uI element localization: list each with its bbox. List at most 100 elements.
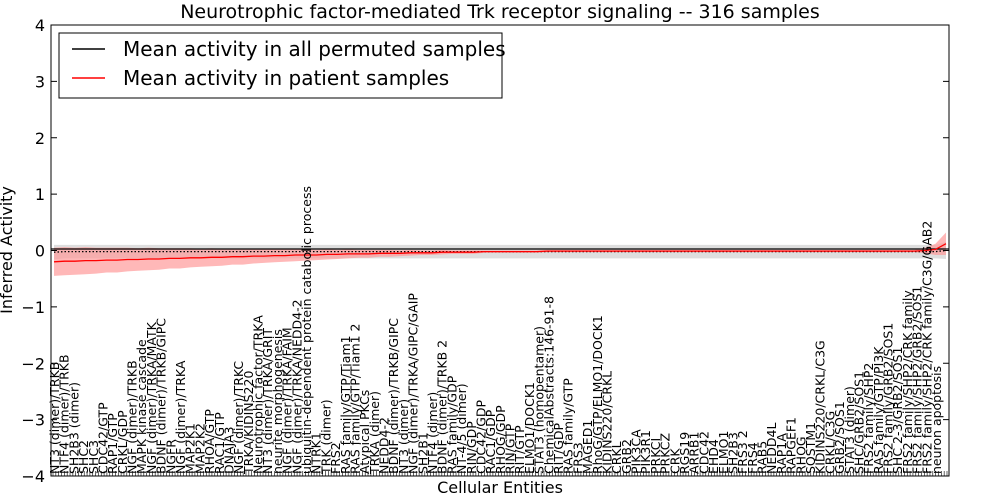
entity-label-56: RhoG/GTP/ELMO1/DOCK1 xyxy=(590,315,605,474)
y-axis-label: Inferred Activity xyxy=(0,186,16,314)
entity-label-8: NGF (dimer)/TRKB xyxy=(125,360,140,474)
entity-label-48: RIT/GTP xyxy=(512,425,527,474)
y-tick-label-4: 0 xyxy=(35,242,45,261)
entity-label-75: RAP1A xyxy=(774,433,789,474)
chart-title: Neurotrophic factor-mediated Trk recepto… xyxy=(180,1,820,23)
confidence-bands xyxy=(54,232,946,276)
entity-label-72: FRS4 xyxy=(745,442,760,474)
entity-label-21: Neurotrophic factor/TRKA xyxy=(251,315,266,474)
entity-label-55: MAGED1 xyxy=(580,420,595,474)
y-tick-label-6: 2 xyxy=(35,129,45,148)
entity-label-29: FRS2 xyxy=(328,442,343,474)
entity-label-4: SHC3 xyxy=(86,440,101,474)
y-tick-label-2: −2 xyxy=(21,354,45,373)
entity-label-89: FRS2 family/SHP2/GRB2/SOS1 xyxy=(910,286,925,474)
entity-label-11: BDNF (dimer)/TRKB/GIPC xyxy=(154,318,169,474)
entity-label-39: NTF4 (dimer) xyxy=(425,392,440,474)
entity-label-41: RAS family/GDP xyxy=(444,375,459,474)
series-lines xyxy=(53,243,947,263)
entity-label-81: GRB2/SOS1 xyxy=(832,401,847,474)
entity-label-64: CRK xyxy=(667,448,682,474)
entity-label-16: RHOA/GTP xyxy=(202,409,217,474)
entity-label-67: CDC42 xyxy=(696,431,711,474)
entity-label-53: RAS family/GTP xyxy=(561,378,576,474)
entity-label-77: RHOG xyxy=(793,436,808,474)
entity-label-7: CRKL/GDP xyxy=(115,410,130,474)
entity-label-28: TRK (dimer) xyxy=(318,399,333,475)
entity-label-78: SQSTM1 xyxy=(803,422,818,474)
entity-label-66: ARRB1 xyxy=(687,432,702,474)
entity-label-86: FRS2 family/GRB2/SOS1 xyxy=(881,323,896,474)
entity-label-20: TRKA/KIDINS220 xyxy=(241,371,256,475)
entity-label-34: NEDD4-2 xyxy=(377,417,392,474)
y-tick-label-0: −4 xyxy=(21,467,45,486)
entity-label-12: NGFR xyxy=(163,439,178,474)
entity-label-33: TRKA (dimer) xyxy=(367,391,382,475)
entity-label-38: SH2B1 xyxy=(415,432,430,474)
entity-label-40: BDNF (dimer)/TRKB 2 xyxy=(435,340,450,474)
entity-label-0: NT3 (dimer)/TRKB xyxy=(47,362,62,474)
entity-label-37: NGF (dimer)/TRKA/GIPC/GAIP xyxy=(406,293,421,474)
x-axis-ticks xyxy=(52,471,948,476)
entity-label-22: NT3 (dimer)/TRKA/GRIT xyxy=(260,328,275,474)
legend-label-permuted: Mean activity in all permuted samples xyxy=(123,37,506,61)
entity-label-84: FRS2 family/SHP2 xyxy=(861,363,876,474)
band-1 xyxy=(54,232,946,276)
entity-label-76: RAPGEF1 xyxy=(784,417,799,474)
entity-label-71: FRS3 2 xyxy=(735,430,750,474)
entity-label-15: MAP2K2 xyxy=(192,423,207,474)
entity-label-19: NGF (dimer)/TRKC xyxy=(231,361,246,474)
x-axis-label: Cellular Entities xyxy=(437,478,563,497)
entity-label-60: PIK3CA xyxy=(629,429,644,474)
entity-label-80: CRKL/C3G xyxy=(822,411,837,474)
entity-label-23: neurite morphogenesis xyxy=(270,329,285,474)
entity-label-63: PRKCZ xyxy=(658,433,673,474)
entity-label-65: RGS19 xyxy=(677,432,692,474)
entity-label-91: neuron apoptosis xyxy=(929,366,944,474)
entity-label-46: RHOG/GDP xyxy=(493,405,508,474)
entity-label-87: SHC 2-3/GRB2/SOS1 xyxy=(890,347,905,474)
entity-label-74: NEDD4L xyxy=(764,423,779,474)
y-tick-label-3: −1 xyxy=(21,298,45,317)
entity-label-27: NTRK1 xyxy=(309,432,324,474)
entity-label-47: RIN/GTP xyxy=(503,423,518,474)
entity-label-85: RAS family/GTP/PI3K xyxy=(871,346,886,474)
entity-label-31: RAS family/GTP/Tiam1 2 xyxy=(348,324,363,475)
entity-label-62: PRKCI xyxy=(648,438,663,474)
entity-label-54: FRS3 xyxy=(570,442,585,474)
entity-label-49: ELMO1/DOCK1 xyxy=(522,382,537,474)
legend-label-patient: Mean activity in patient samples xyxy=(123,66,449,90)
legend: Mean activity in all permuted samples Me… xyxy=(58,32,506,99)
entity-label-52: RIT/GDP xyxy=(551,422,566,474)
entity-label-88: FRS2 family/SHP2/CRK family xyxy=(900,290,915,474)
entity-label-59: GRB2 xyxy=(619,439,634,474)
entity-label-14: MAP2K1 xyxy=(183,423,198,474)
entity-label-24: NGF (dimer)/TRKA/FAIM xyxy=(280,327,295,474)
entity-label-70: SH2B3 xyxy=(726,432,741,474)
y-tick-label-8: 4 xyxy=(35,16,45,35)
entity-label-79: KIDINS220/CRKL/C3G xyxy=(813,340,828,474)
entity-label-61: PIK3R1 xyxy=(638,430,653,474)
entity-label-1: NTF4 (dimer)/TRKB xyxy=(57,354,72,474)
entity-label-26: ubiquitin-dependent protein catabolic pr… xyxy=(299,186,314,474)
entity-label-43: RIN/GDP xyxy=(464,421,479,474)
entity-label-2: SH2B3 (dimer) xyxy=(66,382,81,474)
entity-label-45: RAC1/GDP xyxy=(483,409,498,474)
entity-label-10: NGF (dimer)/TRKA/MATK xyxy=(144,321,159,474)
entity-label-25: NGF (dimer)/TRKA/NEDD4-2 xyxy=(289,299,304,474)
entity-label-69: ELMO1 xyxy=(716,431,731,474)
entity-label-30: RAS family/GTP/Tiam1 xyxy=(338,335,353,474)
y-axis: −4 −3 −2 −1 0 1 2 3 4 xyxy=(21,16,949,486)
entity-label-35: BDNF (dimer)/TRKB/GIPC xyxy=(386,318,401,474)
entity-label-51: ChemicalAbstracts:146-91-8 xyxy=(541,296,556,474)
entity-label-58: CRKL xyxy=(609,441,624,474)
y-tick-label-1: −3 xyxy=(21,411,45,430)
entity-label-83: SHC/GRB2/SOS1 xyxy=(852,371,867,474)
entity-label-42: NT-4/5 (dimer) xyxy=(454,383,469,474)
entity-label-82: STAT3 (dimer) xyxy=(842,386,857,474)
entity-label-13: NGF (dimer)/TRKA xyxy=(173,360,188,474)
entity-label-36: NT3 (dimer) xyxy=(396,399,411,474)
y-tick-label-7: 3 xyxy=(35,72,45,91)
